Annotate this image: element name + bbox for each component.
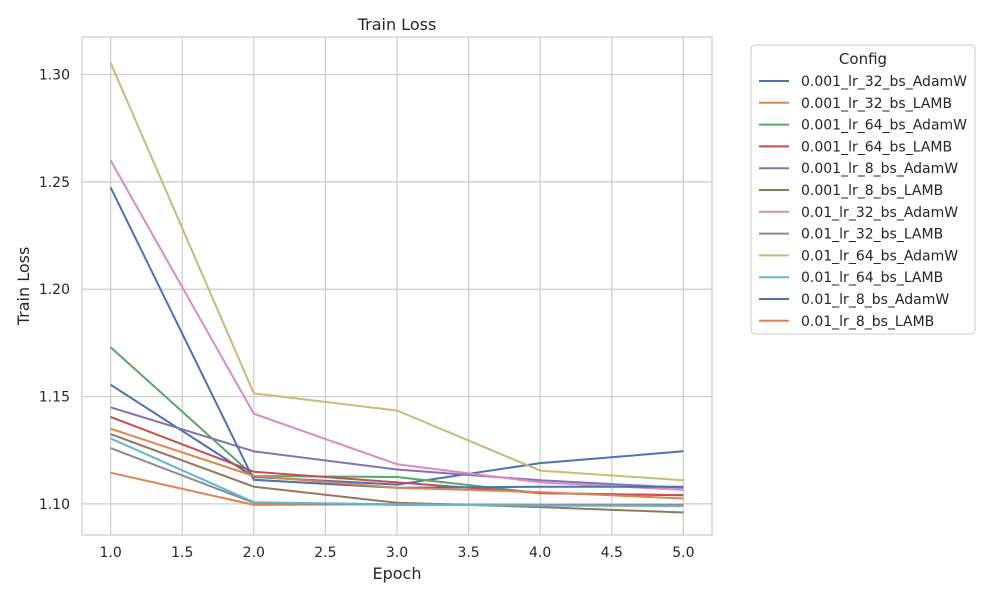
legend: Config 0.001_lr_32_bs_AdamW 0.001_lr_32_b… (750, 44, 976, 335)
series-line (110, 437, 684, 507)
legend-entry: 0.01_lr_64_bs_LAMB (801, 270, 943, 286)
tick-labels: 1.0 1.5 2.0 2.5 3.0 3.5 4.0 4.5 5.0 1.10 1.15 1.20 1… (39, 68, 695, 561)
legend-entry: 0.001_lr_64_bs_LAMB (801, 139, 952, 155)
series-lines (109, 62, 684, 514)
x-tick-label: 4.5 (601, 545, 623, 561)
x-tick-label: 1.0 (100, 545, 122, 561)
plot-frame (81, 36, 713, 536)
x-tick-label: 2.0 (243, 545, 265, 561)
series-line (109, 159, 684, 491)
x-tick-label: 3.5 (457, 545, 479, 561)
legend-entry: 0.01_lr_32_bs_LAMB (801, 227, 943, 243)
y-tick-label: 1.25 (39, 175, 70, 191)
x-tick-label: 4.0 (529, 545, 551, 561)
legend-entry: 0.01_lr_64_bs_AdamW (801, 248, 958, 264)
legend-entry: 0.001_lr_8_bs_LAMB (801, 183, 943, 199)
x-tick-label: 5.0 (672, 545, 694, 561)
x-tick-label: 3.0 (386, 545, 408, 561)
grid (82, 37, 712, 535)
legend-entry: 0.001_lr_32_bs_AdamW (801, 74, 967, 90)
series-line (110, 383, 684, 486)
series-line (110, 433, 684, 514)
y-tick-label: 1.15 (39, 390, 70, 406)
series-line (110, 406, 684, 489)
y-tick-label: 1.20 (39, 282, 70, 298)
chart-title: Train Loss (357, 15, 437, 34)
y-tick-label: 1.10 (39, 497, 70, 513)
legend-box (750, 44, 976, 335)
legend-entry: 0.01_lr_8_bs_AdamW (801, 292, 949, 308)
x-tick-label: 2.5 (314, 545, 336, 561)
y-axis-label: Train Loss (14, 247, 33, 327)
legend-entry: 0.001_lr_32_bs_LAMB (801, 96, 952, 112)
series-line (110, 427, 684, 500)
series-line (109, 62, 684, 482)
legend-entry: 0.01_lr_8_bs_LAMB (801, 314, 934, 330)
legend-entry: 0.001_lr_64_bs_AdamW (801, 118, 967, 134)
legend-entry: 0.001_lr_8_bs_AdamW (801, 161, 958, 177)
x-axis-label: Epoch (373, 564, 422, 583)
y-tick-label: 1.30 (39, 68, 70, 84)
x-tick-label: 1.5 (171, 545, 193, 561)
legend-title: Config (839, 50, 887, 68)
legend-entry: 0.01_lr_32_bs_AdamW (801, 205, 958, 221)
